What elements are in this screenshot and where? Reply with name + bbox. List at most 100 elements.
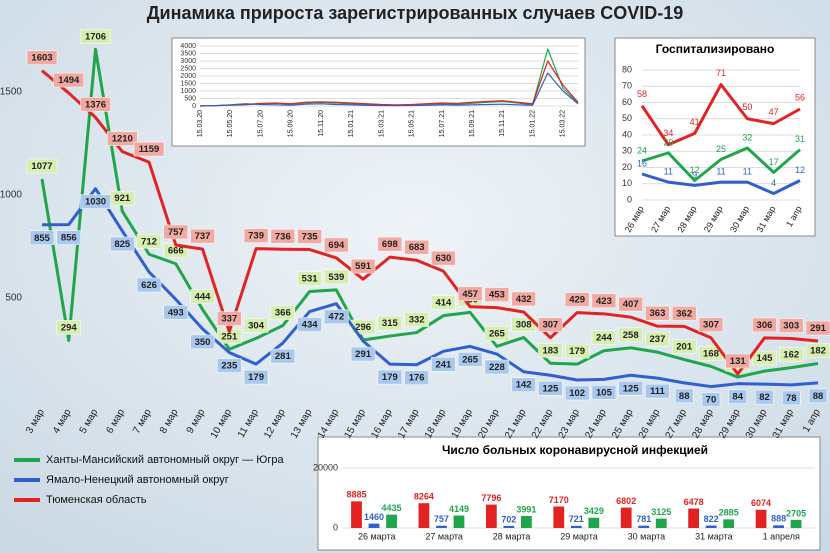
bar [453,515,465,528]
value-label-box [725,353,750,369]
value-label: 6478 [684,497,704,507]
value-label: 125 [623,383,640,394]
value-label: 145 [757,353,774,364]
value-label: 3429 [584,506,604,516]
x-tick-label: 1 апреля [763,531,800,541]
value-label-box [618,380,643,396]
bar [688,508,700,528]
value-label-box [591,293,617,309]
bar [436,525,447,528]
value-label-box [26,50,58,65]
value-label-box [591,330,617,345]
value-label-box [781,390,801,406]
value-label: 296 [355,322,371,333]
x-tick-label: 15.03.22 [560,110,567,137]
value-label: 228 [489,362,505,373]
inset-title: Число больных коронавирусной инфекцией [442,443,708,457]
value-label: 176 [409,373,425,384]
value-label: 244 [596,333,613,344]
bar [638,525,650,528]
value-label: 235 [221,361,238,372]
x-tick-label: 27 марта [425,531,463,541]
x-tick-label: 15.07.21 [439,110,446,137]
value-label-box [564,292,590,307]
value-label: 1603 [31,53,52,64]
value-label: 47 [769,107,779,117]
value-label-box [404,370,429,385]
value-label-box [511,291,536,307]
y-tick-label: 70 [622,81,632,91]
value-label: 183 [542,345,558,356]
y-tick-label: 3000 [180,58,196,65]
value-label-box [190,228,215,244]
value-label: 493 [168,307,184,318]
value-label: 712 [141,236,157,247]
value-label-box [136,277,162,293]
value-label: 825 [114,239,131,250]
value-label-box [645,383,670,399]
bar [588,517,600,528]
bar [521,516,532,528]
value-label-box [190,289,215,304]
value-label: 237 [650,334,666,345]
value-label: 432 [516,294,532,305]
x-tick-label: 15.07.20 [257,110,264,137]
value-label: 1376 [85,99,106,110]
y-tick-label: 4000 [180,43,196,50]
value-label: 84 [732,392,743,403]
bar [570,525,582,528]
value-label-box [297,317,322,332]
bar [790,519,802,528]
value-label: 182 [810,346,826,357]
value-label-box [778,347,804,362]
y-tick-label: 2500 [180,65,196,72]
value-label: 102 [569,388,585,399]
value-label-box [484,359,510,375]
value-label: 16 [637,158,647,168]
value-label: 58 [637,89,647,99]
value-label: 7796 [481,493,501,503]
value-label: 88 [813,391,824,402]
value-label: 362 [676,308,692,319]
x-tick-label: 26 марта [358,531,396,541]
value-label: 88 [679,391,690,402]
value-label-box [56,320,82,335]
value-label: 315 [382,318,399,329]
value-label: 125 [542,383,559,394]
y-tick-label: 1500 [0,86,22,97]
x-tick-label: 15.09.21 [469,110,476,137]
x-tick-label: 15.03.20 [197,110,204,137]
value-label: 9 [692,170,697,180]
bar [351,501,362,528]
value-label: 434 [302,320,319,331]
value-label-box [808,388,828,404]
value-label: 306 [757,320,773,331]
value-label-box [618,296,643,312]
value-label: 739 [248,231,264,242]
value-label-box [752,350,777,366]
series-line [41,187,819,389]
inset-title: Госпитализировано [656,42,775,56]
value-label-box [107,131,138,146]
value-label: 281 [275,351,292,362]
value-label: 34 [663,128,673,138]
value-label-box [671,306,697,321]
value-label: 539 [328,272,344,283]
value-label-box [350,346,376,362]
value-label-box [243,318,269,333]
legend-label: Ханты-Мансийский автономный округ — Югра [46,454,285,466]
value-label: 241 [435,359,452,370]
value-label: 350 [195,337,211,348]
value-label-box [163,305,189,320]
value-label: 56 [795,92,805,102]
value-label: 303 [783,321,799,332]
value-label: 11 [743,167,752,177]
value-label-box [377,236,403,252]
value-label: 3125 [651,507,671,517]
value-label-box [457,286,483,302]
value-label: 162 [783,350,799,361]
value-label: 82 [759,392,770,403]
value-label-box [243,228,269,243]
y-tick-label: 500 [5,293,22,304]
value-label: 168 [703,348,719,359]
